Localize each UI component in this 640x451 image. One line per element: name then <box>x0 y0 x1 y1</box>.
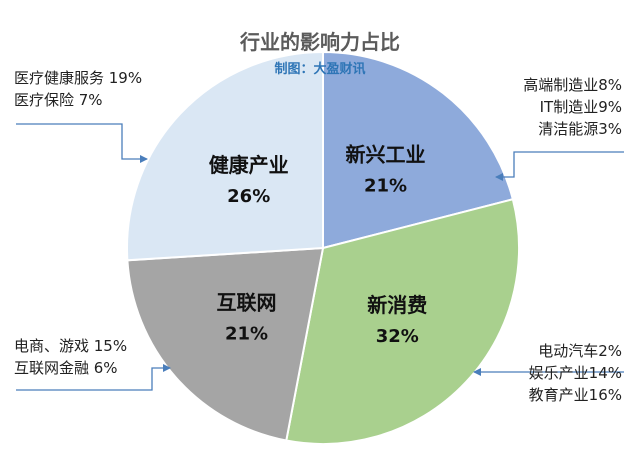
slice-2 <box>126 246 325 442</box>
slice-3 <box>126 50 324 262</box>
slice-2-percent: 21% <box>225 323 268 344</box>
annotation-industry-line-3: 清洁能源3% <box>538 120 622 138</box>
annotation-health-line-1: 医疗健康服务 19% <box>14 69 143 87</box>
chart-title: 行业的影响力占比 <box>240 30 400 54</box>
slice-0 <box>322 50 515 250</box>
slice-0-name: 新兴工业 <box>346 143 426 167</box>
chart-subtitle: 制图：大盈财讯 <box>274 62 366 77</box>
slice-1-name: 新消费 <box>367 293 427 317</box>
annotation-consumer-line-2: 娱乐产业14% <box>528 364 622 382</box>
slice-2-name: 互联网 <box>217 290 277 314</box>
slice-0-percent: 21% <box>364 176 407 197</box>
annotation-internet-line-2: 互联网金融 6% <box>14 359 118 377</box>
slice-3-percent: 26% <box>227 186 270 207</box>
annotation-industry: 高端制造业8% IT制造业9% 清洁能源3% <box>523 74 622 140</box>
annotation-health: 医疗健康服务 19% 医疗保险 7% <box>14 67 142 111</box>
arrow-internet <box>16 364 171 391</box>
slice-1 <box>285 198 520 445</box>
annotation-consumer-line-3: 教育产业16% <box>528 386 622 404</box>
arrow-industry <box>495 151 624 181</box>
slice-3-name: 健康产业 <box>209 153 289 177</box>
slice-1-percent: 32% <box>376 326 419 347</box>
annotation-industry-line-1: 高端制造业8% <box>523 76 622 94</box>
annotation-industry-line-2: IT制造业9% <box>539 98 622 116</box>
annotation-internet: 电商、游戏 15% 互联网金融 6% <box>14 335 127 379</box>
annotation-health-line-2: 医疗保险 7% <box>14 91 103 109</box>
annotation-consumer-line-1: 电动汽车2% <box>538 342 622 360</box>
annotation-internet-line-1: 电商、游戏 15% <box>14 337 128 355</box>
arrow-health <box>16 123 148 163</box>
annotation-consumer: 电动汽车2% 娱乐产业14% 教育产业16% <box>529 340 622 406</box>
